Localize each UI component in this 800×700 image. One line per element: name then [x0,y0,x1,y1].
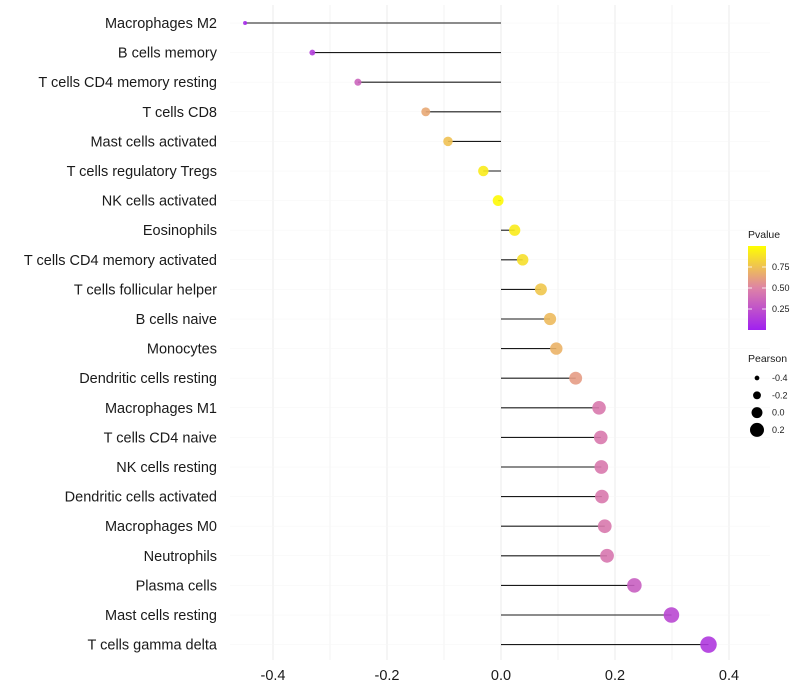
lollipop-dot [443,136,453,147]
legend-pearson-label: 0.0 [772,408,785,418]
lollipop-dot [595,489,609,504]
lollipop-stems [245,22,709,646]
x-tick-label: -0.2 [375,668,400,684]
y-tick-label: T cells CD4 naive [104,430,217,446]
y-tick-label: Neutrophils [144,549,217,565]
legend-pearson-dot [751,407,763,419]
y-tick-label: Macrophages M2 [105,16,217,32]
lollipop-dot [309,49,316,56]
y-tick-label: Dendritic cells resting [79,371,217,387]
y-tick-label: T cells follicular helper [74,282,217,298]
y-tick-label: T cells CD4 memory activated [24,253,217,269]
y-tick-label: Dendritic cells activated [65,490,217,506]
lollipop-dot [516,254,529,266]
lollipop-dot [700,636,717,653]
lollipop-dot [600,548,614,563]
lollipop-dot [509,224,521,236]
lollipop-dot [594,460,609,474]
x-axis-labels: -0.4 -0.2 0.0 0.2 0.4 [261,668,740,684]
lollipop-dot [592,401,606,415]
y-tick-label: NK cells activated [102,194,217,210]
legend-pearson-label: -0.4 [772,373,788,383]
legend-pearson-dot [749,422,765,437]
legend-pearson-label: -0.2 [772,390,788,400]
grid-lines [230,5,770,660]
legend-pearson: Pearson -0.4 -0.2 0.0 0.2 [748,353,788,437]
legend-pvalue-tick: 0.50 [772,283,790,293]
x-tick-label: 0.2 [605,668,625,684]
y-tick-label: T cells CD4 memory resting [38,75,217,91]
legend-pearson-title: Pearson [748,353,787,365]
legend-pvalue-tick: 0.25 [772,304,790,314]
lollipop-dot [627,578,642,593]
y-tick-label: Mast cells resting [105,608,217,624]
y-tick-label: Plasma cells [136,578,217,594]
y-tick-label: Macrophages M0 [105,519,217,535]
legend-pvalue-colorbar [748,246,766,330]
lollipop-dot [243,20,248,26]
lollipop-dot [569,371,583,385]
lollipop-dot [478,165,489,177]
legend-pearson-dot [753,391,761,400]
lollipop-dot [593,430,608,445]
y-tick-label: Mast cells activated [90,134,217,150]
lollipop-dot [492,195,504,207]
y-tick-label: T cells regulatory Tregs [67,164,217,180]
lollipop-dot [543,312,557,326]
y-tick-label: B cells memory [118,46,218,62]
x-tick-label: 0.0 [491,668,511,684]
y-tick-label: NK cells resting [116,460,217,476]
y-tick-label: Eosinophils [143,223,217,239]
legend-pvalue-tick: 0.75 [772,262,790,272]
lollipop-dot [597,519,612,534]
legend-pearson-label: 0.2 [772,425,785,435]
legend-pvalue-title: Pvalue [748,229,780,241]
legend-pvalue: Pvalue 0.25 0.50 0.75 [748,229,790,330]
y-tick-label: T cells gamma delta [88,638,218,654]
y-tick-label: B cells naive [136,312,217,328]
lollipop-dot [534,283,547,296]
x-tick-label: 0.4 [719,668,739,684]
lollipop-dot [421,107,431,117]
y-tick-label: Monocytes [147,342,217,358]
x-tick-label: -0.4 [261,668,286,684]
lollipop-dot [354,78,362,86]
y-tick-label: Macrophages M1 [105,401,217,417]
y-tick-label: T cells CD8 [142,105,217,121]
lollipop-dot [550,342,563,355]
y-axis-labels: Macrophages M2 B cells memory T cells CD4 … [24,16,218,654]
lollipop-dots [243,20,717,653]
lollipop-dot [663,607,680,623]
legend-pearson-dot [754,375,760,381]
